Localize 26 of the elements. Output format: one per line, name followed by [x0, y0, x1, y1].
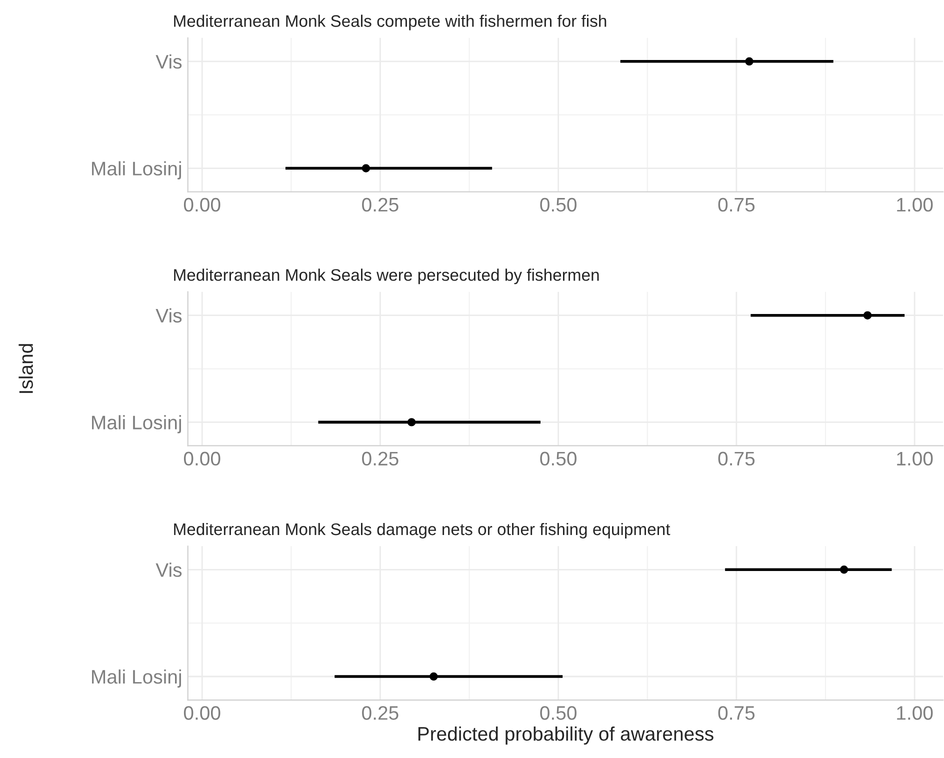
- x-tick-label: 0.25: [362, 706, 398, 720]
- x-tick-label: 0.00: [184, 706, 220, 720]
- x-tick-label: 0.75: [718, 452, 755, 466]
- x-tick-label: 0.25: [362, 198, 398, 212]
- x-tick-label: 0.00: [184, 452, 220, 466]
- x-tick-label: 0.75: [718, 706, 755, 720]
- y-axis-title: Island: [18, 344, 33, 393]
- x-tick-label: 1.00: [897, 452, 933, 466]
- x-tick-label: 0.25: [362, 452, 398, 466]
- y-tick-label: Vis: [156, 54, 182, 69]
- x-tick-label: 0.50: [540, 198, 576, 212]
- x-tick-label: 0.50: [540, 452, 576, 466]
- y-tick-label: Mali Losinj: [92, 161, 181, 180]
- x-tick-label: 1.00: [897, 198, 933, 212]
- y-tick-label: Mali Losinj: [92, 669, 181, 688]
- chart-title: Mediterranean Monk Seals damage nets or other fishing equipment: [174, 522, 670, 538]
- x-axis-title: Predicted probability of awareness: [418, 726, 714, 745]
- x-tick-label: 0.75: [718, 198, 755, 212]
- chart-title: Mediterranean Monk Seals were persecuted by fishermen: [174, 268, 599, 284]
- x-tick-label: 1.00: [897, 706, 933, 720]
- y-tick-label: Vis: [156, 308, 182, 323]
- y-tick-label: Vis: [156, 562, 182, 577]
- chart-title: Mediterranean Monk Seals compete with fishermen for fish: [174, 14, 606, 30]
- x-tick-label: 0.00: [184, 198, 220, 212]
- y-tick-label: Mali Losinj: [92, 415, 181, 434]
- x-tick-label: 0.50: [540, 706, 576, 720]
